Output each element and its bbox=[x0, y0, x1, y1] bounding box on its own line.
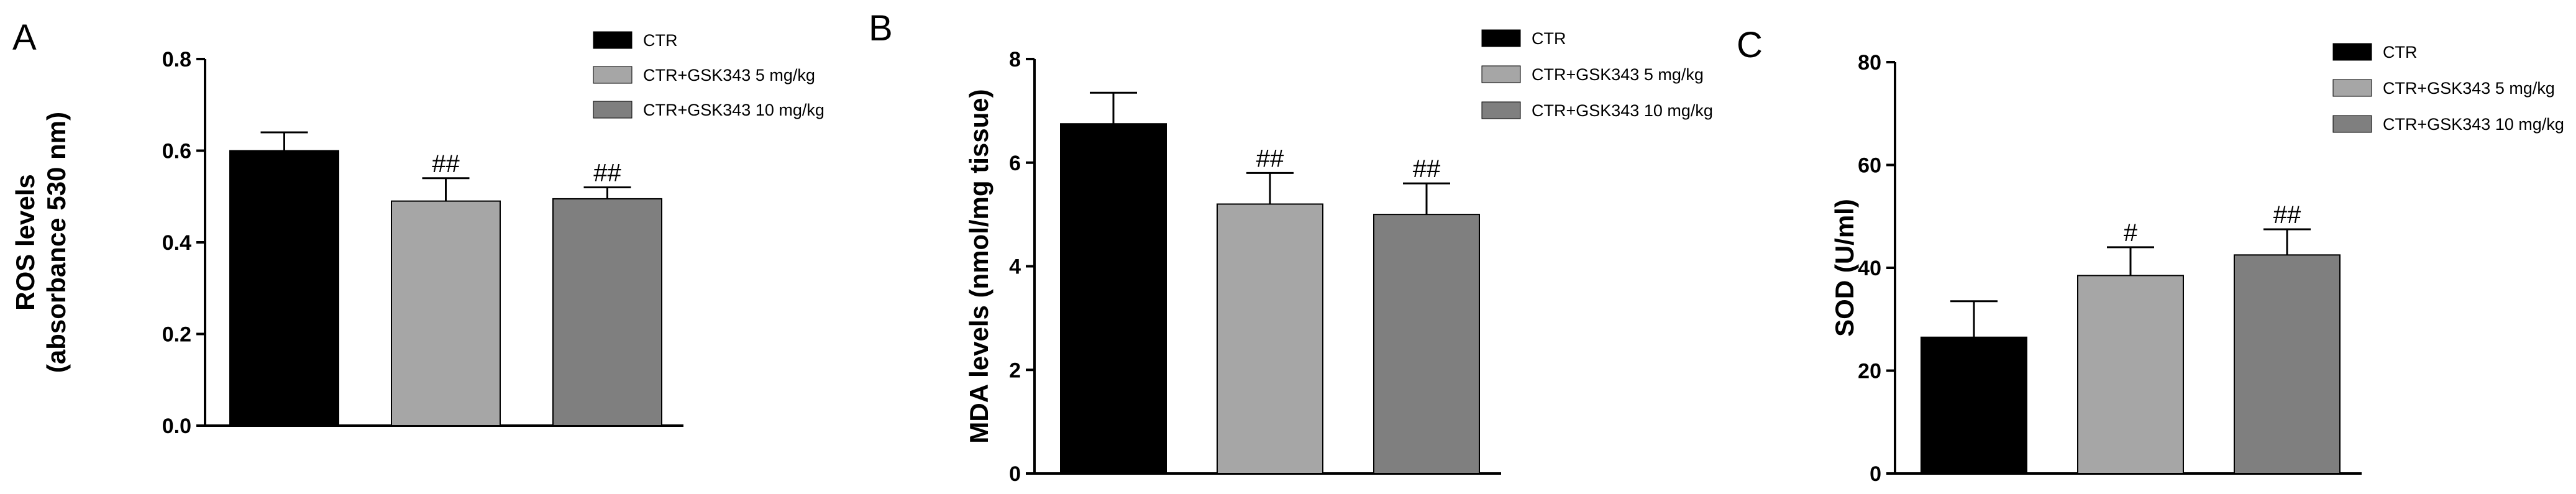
y-tick-label: 0.2 bbox=[162, 323, 191, 347]
panel-label: B bbox=[869, 8, 893, 48]
y-tick-label: 0.8 bbox=[162, 48, 191, 71]
y-tick-label: 4 bbox=[1009, 255, 1021, 279]
y-axis-title: SOD (U/ml) bbox=[1830, 199, 1859, 337]
legend-label: CTR+GSK343 5 mg/kg bbox=[2383, 79, 2555, 98]
legend-swatch bbox=[2332, 79, 2372, 97]
legend-swatch bbox=[2332, 115, 2372, 133]
bar-1 bbox=[1060, 123, 1167, 474]
legend: CTR CTR+GSK343 5 mg/kg CTR+GSK343 10 mg/kg bbox=[2332, 43, 2564, 134]
y-tick-label: 0 bbox=[1009, 462, 1021, 486]
chart-panel-b: B MDA levels (nmol/mg tissue) 0 2 4 6 8 ## ## CTR… bbox=[869, 8, 1713, 486]
y-tick-label: 0.6 bbox=[162, 140, 191, 163]
significance-mark: ## bbox=[1256, 145, 1284, 172]
legend-swatch bbox=[593, 66, 633, 84]
panel-label: C bbox=[1737, 25, 1763, 65]
y-axis-title: (absorbance 530 nm) bbox=[42, 112, 71, 373]
bar-1 bbox=[1921, 336, 2027, 475]
y-tick-label: 20 bbox=[1858, 360, 1881, 383]
legend-label: CTR bbox=[1532, 29, 1566, 48]
y-tick-label: 6 bbox=[1009, 152, 1021, 175]
significance-mark: # bbox=[2124, 219, 2138, 247]
y-tick-label: 2 bbox=[1009, 359, 1021, 382]
legend-swatch bbox=[1481, 65, 1521, 83]
legend-swatch bbox=[2332, 43, 2372, 61]
y-tick-label: 0.4 bbox=[162, 231, 191, 255]
significance-mark: ## bbox=[2273, 201, 2301, 229]
legend-label: CTR bbox=[643, 31, 678, 50]
legend-label: CTR bbox=[2383, 43, 2418, 62]
y-tick-label: 8 bbox=[1009, 48, 1021, 71]
y-tick-label: 0.0 bbox=[162, 414, 191, 438]
significance-mark: ## bbox=[1413, 155, 1441, 183]
legend-label: CTR+GSK343 10 mg/kg bbox=[2383, 115, 2564, 134]
y-axis-title: MDA levels (nmol/mg tissue) bbox=[964, 89, 993, 443]
legend-label: CTR+GSK343 10 mg/kg bbox=[643, 101, 824, 119]
y-tick-label: 0 bbox=[1870, 462, 1881, 486]
y-axis-title: ROS levels bbox=[11, 174, 40, 310]
legend-label: CTR+GSK343 5 mg/kg bbox=[643, 66, 815, 85]
bar-3 bbox=[2234, 254, 2341, 474]
bar-2 bbox=[2077, 275, 2184, 474]
legend-label: CTR+GSK343 5 mg/kg bbox=[1532, 65, 1704, 84]
significance-mark: ## bbox=[432, 150, 460, 178]
bar-2 bbox=[391, 200, 501, 426]
legend: CTR CTR+GSK343 5 mg/kg CTR+GSK343 10 mg/kg bbox=[1481, 29, 1713, 120]
legend-swatch bbox=[593, 31, 633, 49]
y-tick-label: 60 bbox=[1858, 154, 1881, 178]
bar-2 bbox=[1217, 203, 1323, 474]
legend-swatch bbox=[593, 101, 633, 119]
legend-swatch bbox=[1481, 29, 1521, 47]
legend: CTR CTR+GSK343 5 mg/kg CTR+GSK343 10 mg/kg bbox=[593, 31, 824, 119]
y-tick-label: 40 bbox=[1858, 257, 1881, 280]
bar-3 bbox=[552, 198, 662, 426]
bar-3 bbox=[1373, 214, 1480, 474]
significance-mark: ## bbox=[593, 160, 621, 187]
legend-swatch bbox=[1481, 101, 1521, 119]
bar-1 bbox=[229, 150, 339, 426]
y-tick-label: 80 bbox=[1858, 51, 1881, 75]
panel-label: A bbox=[12, 17, 37, 58]
legend-label: CTR+GSK343 10 mg/kg bbox=[1532, 101, 1713, 120]
chart-panel-a: A ROS levels (absorbance 530 nm) 0.0 0.2 0.4 0… bbox=[11, 17, 824, 438]
